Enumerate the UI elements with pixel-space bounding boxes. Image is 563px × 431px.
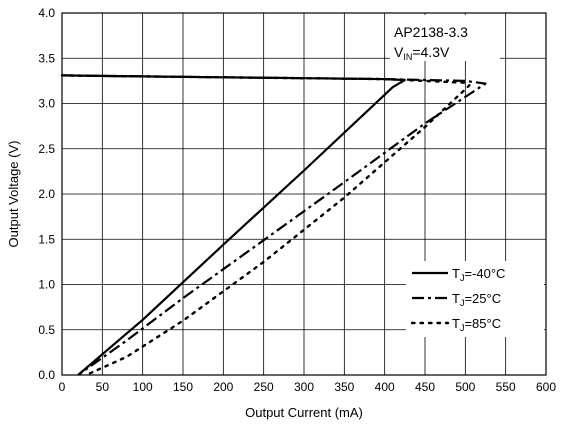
legend-item-40c: TJ=-40°C (412, 266, 505, 283)
x-tick-label: 600 (536, 380, 556, 394)
annotation-vin-main: V (394, 44, 404, 60)
y-tick-label: 3.5 (38, 51, 55, 65)
x-tick-label: 200 (213, 380, 233, 394)
annotation-input-voltage: VIN=4.3V (394, 44, 450, 62)
condition-annotation: AP2138-3.3 VIN=4.3V (390, 15, 500, 62)
x-tick-label: 300 (294, 380, 314, 394)
y-tick-label: 4.0 (38, 6, 55, 20)
legend: TJ=-40°C TJ=25°C TJ=85°C (406, 261, 544, 337)
x-tick-label: 250 (254, 380, 274, 394)
x-tick-label: 50 (96, 380, 110, 394)
annotation-background (390, 15, 500, 61)
x-tick-label: 400 (375, 380, 395, 394)
plot-area-border (61, 12, 547, 376)
x-tick-label: 350 (334, 380, 354, 394)
legend-label-25c: TJ=25°C (452, 291, 501, 308)
y-tick-label: 2.5 (38, 142, 55, 156)
y-axis-title: Output Voltage (V) (6, 141, 21, 248)
y-tick-label: 1.0 (38, 278, 55, 292)
legend-item-85c: TJ=85°C (410, 316, 501, 333)
legend-label-85c: TJ=85°C (452, 316, 501, 333)
x-tick-label: 450 (415, 380, 435, 394)
x-tick-label: 100 (133, 380, 153, 394)
legend-label-40c: TJ=-40°C (452, 266, 505, 283)
legend-item-25c: TJ=25°C (412, 291, 501, 308)
y-tick-label: 2.0 (38, 187, 55, 201)
y-tick-label: 3.0 (38, 97, 55, 111)
y-tick-label: 0.0 (38, 368, 55, 382)
x-axis-title: Output Current (mA) (245, 405, 363, 420)
annotation-part-number: AP2138-3.3 (394, 24, 468, 40)
x-tick-label: 550 (496, 380, 516, 394)
tick-labels: 0 50 100 150 200 250 300 350 400 450 500 550 600 0.0 0… (38, 6, 556, 394)
y-tick-label: 1.5 (38, 232, 55, 246)
annotation-vin-value: =4.3V (412, 44, 450, 60)
x-tick-label: 150 (173, 380, 193, 394)
x-tick-label: 500 (455, 380, 475, 394)
y-tick-label: 0.5 (38, 323, 55, 337)
annotation-vin-sub: IN (403, 52, 412, 62)
series-layer (60, 74, 487, 377)
x-tick-label: 0 (59, 380, 66, 394)
